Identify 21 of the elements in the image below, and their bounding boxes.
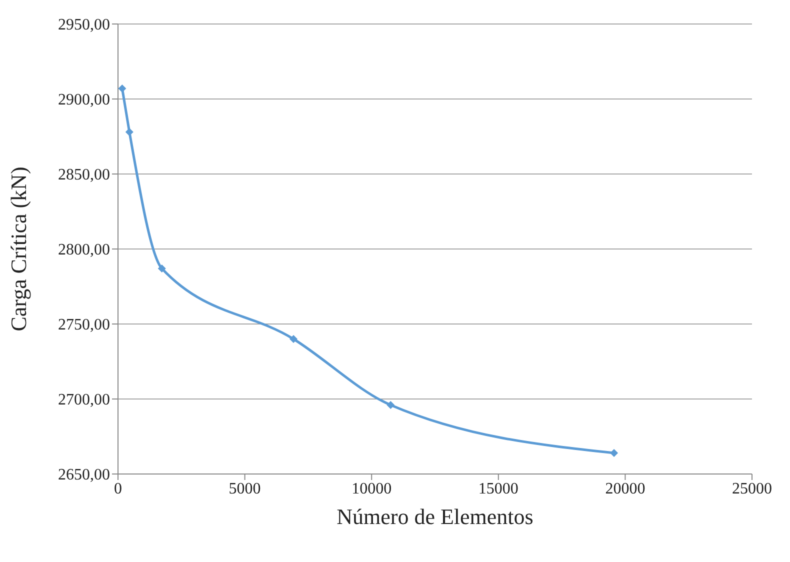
x-tick-label: 0 [114,480,122,498]
y-tick-label: 2900,00 [58,92,110,109]
x-tick-label: 15000 [478,480,518,498]
x-tick-label: 5000 [228,480,261,498]
y-tick-label: 2750,00 [58,316,110,334]
x-axis-title: Número de Elementos [336,504,534,529]
y-tick-label: 2800,00 [58,242,110,259]
point [118,84,126,92]
y-tick-label: 2700,00 [58,392,110,409]
point [289,335,298,343]
y-tick-label: 2850,00 [58,166,110,184]
point [125,128,134,136]
y-axis-title: Carga Crítica (kN) [6,166,31,332]
x-tick-label: 25000 [732,480,772,498]
x-tick-label: 10000 [352,480,392,498]
y-tick-label: 2950,00 [58,16,110,34]
x-tick-label: 20000 [605,480,646,498]
point [386,401,395,409]
point [610,449,618,457]
point [158,264,166,272]
y-tick-label: 2650,00 [58,466,110,484]
